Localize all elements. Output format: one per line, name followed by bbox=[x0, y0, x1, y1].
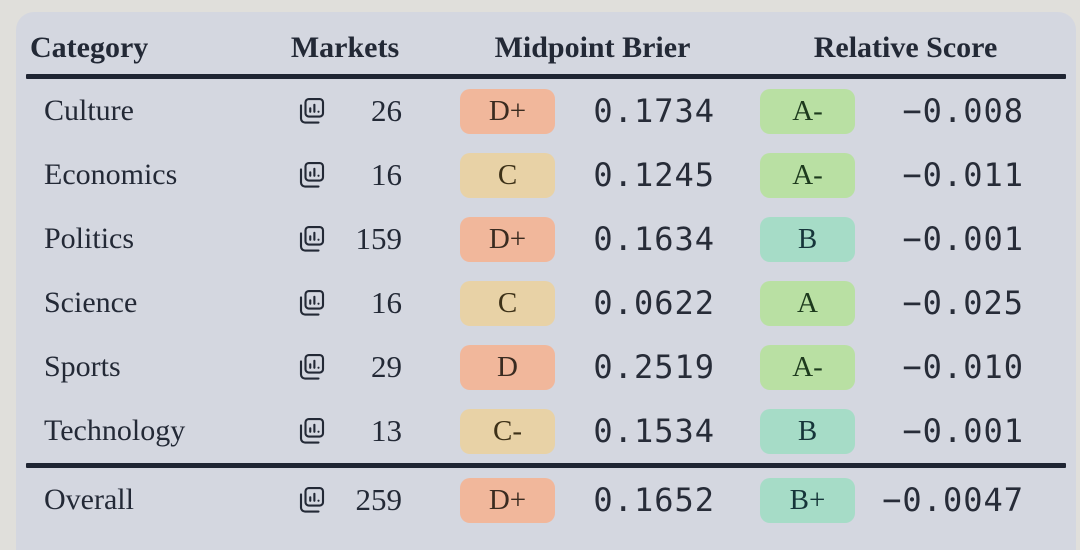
footer-divider bbox=[26, 463, 1066, 468]
brier-value: 0.2519 bbox=[593, 348, 715, 386]
markets-cell: 259 bbox=[280, 482, 410, 518]
stacked-bar-chart-icon[interactable] bbox=[296, 352, 326, 382]
column-header-midpoint-brier: Midpoint Brier bbox=[494, 31, 691, 64]
category-cell: Overall bbox=[44, 483, 134, 516]
column-header-markets: Markets bbox=[290, 31, 400, 64]
relative-value: −0.025 bbox=[902, 284, 1024, 322]
column-header-relative-score: Relative Score bbox=[813, 31, 998, 64]
relative-value: −0.008 bbox=[902, 92, 1024, 130]
markets-count: 16 bbox=[371, 157, 402, 192]
relative-value: −0.001 bbox=[902, 412, 1024, 450]
relative-grade-badge: B bbox=[760, 216, 855, 262]
brier-grade-badge: C bbox=[460, 152, 555, 198]
relative-grade-badge: B bbox=[760, 408, 855, 454]
column-header-category: Category bbox=[30, 31, 149, 64]
markets-count: 259 bbox=[355, 482, 403, 517]
markets-cell: 29 bbox=[280, 349, 410, 385]
brier-grade-badge: D+ bbox=[460, 216, 555, 262]
relative-grade-badge: A- bbox=[760, 344, 855, 390]
table-row: Science 16 C 0.0622 A −0.025 bbox=[26, 271, 1066, 335]
markets-cell: 13 bbox=[280, 413, 410, 449]
category-cell: Science bbox=[44, 286, 138, 319]
relative-value: −0.001 bbox=[902, 220, 1024, 258]
stacked-bar-chart-icon[interactable] bbox=[296, 96, 326, 126]
markets-cell: 159 bbox=[280, 221, 410, 257]
brier-value: 0.0622 bbox=[593, 284, 715, 322]
brier-value: 0.1652 bbox=[593, 481, 715, 519]
table-row: Sports 29 D 0.2519 A- −0.010 bbox=[26, 335, 1066, 399]
relative-value: −0.011 bbox=[902, 156, 1024, 194]
brier-grade-badge: D+ bbox=[460, 477, 555, 523]
category-cell: Economics bbox=[44, 158, 178, 191]
category-scores-table: Category Markets Midpoint Brier Relative… bbox=[16, 12, 1076, 550]
category-cell: Sports bbox=[44, 350, 121, 383]
relative-grade-badge: A- bbox=[760, 152, 855, 198]
brier-value: 0.1245 bbox=[593, 156, 715, 194]
stacked-bar-chart-icon[interactable] bbox=[296, 416, 326, 446]
brier-value: 0.1734 bbox=[593, 92, 715, 130]
markets-count: 159 bbox=[355, 221, 403, 256]
markets-count: 29 bbox=[371, 349, 402, 384]
table-row: Economics 16 C 0.1245 A- −0.011 bbox=[26, 143, 1066, 207]
category-cell: Politics bbox=[44, 222, 135, 255]
markets-count: 13 bbox=[371, 413, 402, 448]
table-header-row: Category Markets Midpoint Brier Relative… bbox=[26, 22, 1066, 74]
relative-value: −0.0047 bbox=[882, 481, 1024, 519]
table-row: Culture 26 D+ 0.1734 A- −0.008 bbox=[26, 79, 1066, 143]
markets-cell: 16 bbox=[280, 285, 410, 321]
brier-grade-badge: D bbox=[460, 344, 555, 390]
category-cell: Culture bbox=[44, 94, 134, 127]
stacked-bar-chart-icon[interactable] bbox=[296, 160, 326, 190]
table-row: Technology 13 C- 0.1534 B −0.001 bbox=[26, 399, 1066, 463]
relative-grade-badge: A- bbox=[760, 88, 855, 134]
markets-cell: 16 bbox=[280, 157, 410, 193]
stacked-bar-chart-icon[interactable] bbox=[296, 224, 326, 254]
relative-grade-badge: A bbox=[760, 280, 855, 326]
brier-grade-badge: C bbox=[460, 280, 555, 326]
markets-count: 26 bbox=[371, 93, 402, 128]
stacked-bar-chart-icon[interactable] bbox=[296, 485, 326, 515]
markets-count: 16 bbox=[371, 285, 402, 320]
table-row-overall: Overall 259 D+ 0.1652 B+ −0.0047 bbox=[26, 468, 1066, 532]
brier-value: 0.1634 bbox=[593, 220, 715, 258]
relative-grade-badge: B+ bbox=[760, 477, 855, 523]
category-cell: Technology bbox=[44, 414, 186, 447]
markets-cell: 26 bbox=[280, 93, 410, 129]
header-divider bbox=[26, 74, 1066, 79]
brier-grade-badge: C- bbox=[460, 408, 555, 454]
brier-grade-badge: D+ bbox=[460, 88, 555, 134]
brier-value: 0.1534 bbox=[593, 412, 715, 450]
stacked-bar-chart-icon[interactable] bbox=[296, 288, 326, 318]
table-row: Politics 159 D+ 0.1634 B −0.001 bbox=[26, 207, 1066, 271]
relative-value: −0.010 bbox=[902, 348, 1024, 386]
